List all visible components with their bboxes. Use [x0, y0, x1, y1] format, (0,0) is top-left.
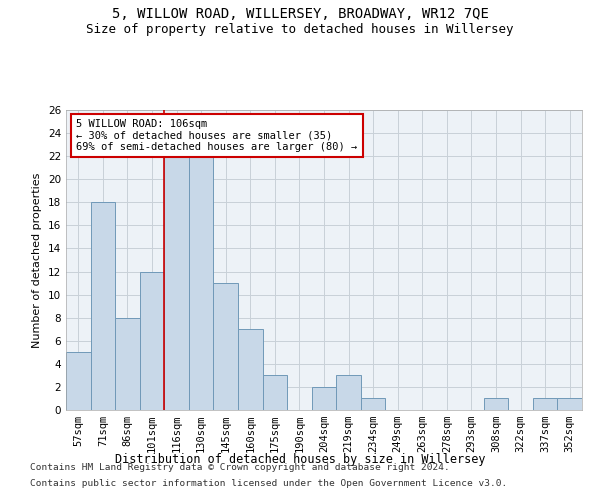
- Bar: [336, 376, 361, 410]
- Text: Contains HM Land Registry data © Crown copyright and database right 2024.: Contains HM Land Registry data © Crown c…: [30, 464, 450, 472]
- Bar: [214, 283, 238, 410]
- Bar: [263, 376, 287, 410]
- Bar: [91, 202, 115, 410]
- Bar: [557, 398, 582, 410]
- Text: Distribution of detached houses by size in Willersey: Distribution of detached houses by size …: [115, 452, 485, 466]
- Text: 5, WILLOW ROAD, WILLERSEY, BROADWAY, WR12 7QE: 5, WILLOW ROAD, WILLERSEY, BROADWAY, WR1…: [112, 8, 488, 22]
- Text: Size of property relative to detached houses in Willersey: Size of property relative to detached ho…: [86, 22, 514, 36]
- Bar: [238, 329, 263, 410]
- Bar: [66, 352, 91, 410]
- Bar: [361, 398, 385, 410]
- Bar: [189, 156, 214, 410]
- Text: Contains public sector information licensed under the Open Government Licence v3: Contains public sector information licen…: [30, 478, 507, 488]
- Y-axis label: Number of detached properties: Number of detached properties: [32, 172, 43, 348]
- Bar: [312, 387, 336, 410]
- Text: 5 WILLOW ROAD: 106sqm
← 30% of detached houses are smaller (35)
69% of semi-deta: 5 WILLOW ROAD: 106sqm ← 30% of detached …: [76, 119, 358, 152]
- Bar: [115, 318, 140, 410]
- Bar: [164, 156, 189, 410]
- Bar: [533, 398, 557, 410]
- Bar: [484, 398, 508, 410]
- Bar: [140, 272, 164, 410]
